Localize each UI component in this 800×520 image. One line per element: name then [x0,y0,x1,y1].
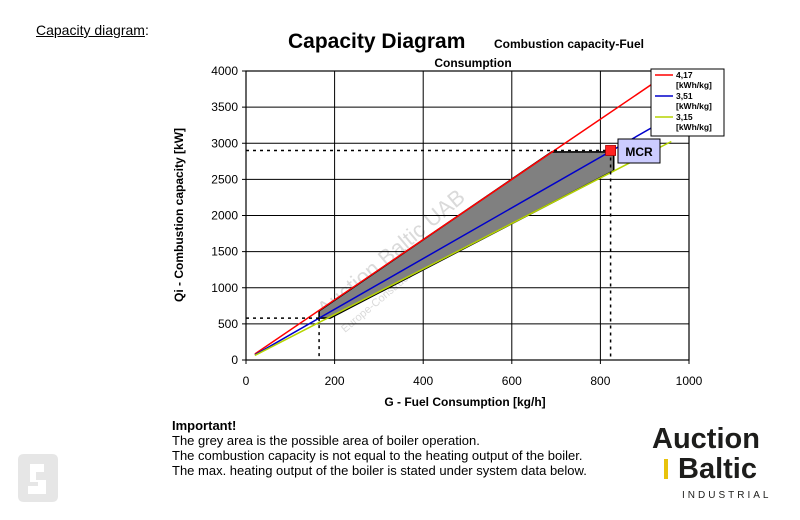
section-heading-label: Capacity diagram [36,22,145,38]
x-tick-label: 0 [243,374,250,388]
y-tick-label: 1500 [211,245,238,259]
notes-line-2: The combustion capacity is not equal to … [172,448,583,463]
chart-subtitle-line2: Consumption [434,56,511,70]
y-tick-label: 3000 [211,136,238,150]
notes-important: Important! [172,418,237,433]
chart-subtitle-line1: Combustion capacity-Fuel [494,37,644,51]
notes-line-3: The max. heating output of the boiler is… [172,463,587,478]
legend-label-2: 3,51 [kWh/kg] [676,91,712,111]
x-tick-label: 1000 [676,374,703,388]
mcr-label: MCR [625,145,653,159]
legend-box [650,68,725,137]
series-line-1 [254,70,672,355]
y-tick-label: 0 [231,353,238,367]
notes-block: Important! The grey area is the possible… [172,418,587,478]
x-tick-label: 600 [502,374,522,388]
notes-line-1: The grey area is the possible area of bo… [172,433,480,448]
brand-watermark-icon [18,454,58,502]
y-tick-label: 4000 [211,64,238,78]
brand-name-line1: Auction [652,423,760,455]
section-heading: Capacity diagram: [36,22,149,38]
y-tick-label: 2500 [211,172,238,186]
brand-name-line2-wrap: Baltic [652,454,792,484]
y-axis-label: Qi - Combustion capacity [kW] [172,128,186,302]
y-tick-label: 2000 [211,209,238,223]
y-tick-label: 3500 [211,100,238,114]
section-heading-colon: : [144,22,149,38]
chart-title: Capacity Diagram [288,30,465,53]
brand-name-line2: Baltic [678,453,757,485]
legend-label-1: 4,17 [kWh/kg] [676,70,712,90]
brand-logo: Auction Baltic INDUSTRIAL [652,424,792,501]
series-line-3 [254,140,672,357]
brand-tagline: INDUSTRIAL [682,490,772,501]
y-tick-label: 1000 [211,281,238,295]
series-line-2 [254,115,672,356]
y-tick-label: 500 [218,317,238,331]
mcr-marker [605,145,616,156]
brand-accent-bar [664,459,668,479]
mcr-label-box [617,138,661,164]
x-tick-label: 200 [325,374,345,388]
x-axis-label: G - Fuel Consumption [kg/h] [384,395,545,409]
x-tick-label: 800 [590,374,610,388]
legend-label-3: 3,15 [kWh/kg] [676,112,712,132]
x-tick-label: 400 [413,374,433,388]
capacity-chart: Auction Baltic UABEurope-Construction-Eq… [172,30,725,409]
